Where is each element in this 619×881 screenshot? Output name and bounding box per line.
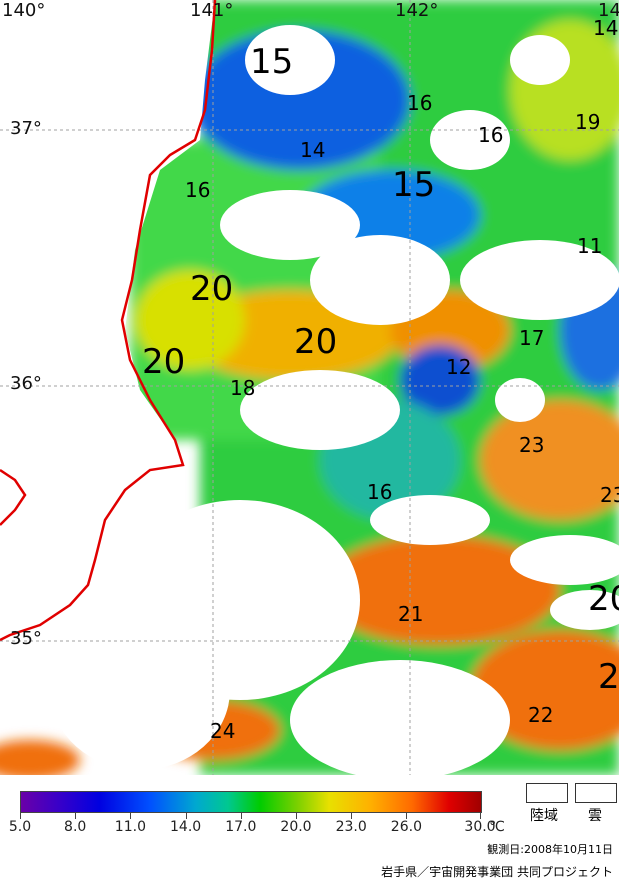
cloud-label: 雲 <box>588 808 602 824</box>
colorbar-tick-label: 11.0 <box>114 819 146 835</box>
colorbar-tick <box>75 812 77 819</box>
isotherm-label: 22 <box>528 703 554 727</box>
legend: 5.0 8.0 11.0 14.0 17.0 20.0 23.0 26.0 30.0 ℃ 陸域 … <box>0 775 619 881</box>
temperature-colorbar <box>20 791 482 813</box>
credit-text: 岩手県／宇宙開発事業団 共同プロジェクト <box>381 865 613 879</box>
isotherm-label: 15 <box>392 165 436 205</box>
colorbar-tick-label: 14.0 <box>170 819 202 835</box>
colorbar-tick <box>240 812 242 819</box>
colorbar-tick <box>406 812 408 819</box>
coastline-peninsula <box>0 468 27 526</box>
land-mass <box>0 0 215 640</box>
isotherm-label: 24 <box>210 719 236 743</box>
isotherm-label: 20 <box>588 579 619 619</box>
sst-map: 140° 141° 142° 14 37° 36° 35° 15 16 14 1… <box>0 0 619 775</box>
coastline <box>0 0 217 642</box>
isotherm-label: 21 <box>398 602 424 626</box>
isotherm-label: 16 <box>478 123 504 147</box>
lon-label-140: 140° <box>2 0 46 21</box>
colorbar-tick-label: 26.0 <box>390 819 422 835</box>
land-swatch <box>526 783 568 803</box>
isotherm-label: 20 <box>142 342 186 382</box>
unit-label: ℃ <box>489 819 505 835</box>
isotherm-label: 19 <box>575 110 601 134</box>
cloud-swatch <box>575 783 617 803</box>
isotherm-label: 23 <box>600 483 619 507</box>
isotherm-label: 2 <box>598 657 619 697</box>
colorbar-tick-label: 20.0 <box>280 819 312 835</box>
colorbar-tick-label: 23.0 <box>335 819 367 835</box>
isotherm-label: 18 <box>230 376 256 400</box>
colorbar-tick <box>130 812 132 819</box>
colorbar-tick <box>185 812 187 819</box>
lat-label-37: 37° <box>10 118 42 139</box>
colorbar-tick-label: 5.0 <box>8 819 32 835</box>
colorbar-tick-label: 8.0 <box>64 819 87 835</box>
colorbar-tick <box>20 812 21 819</box>
lat-label-35: 35° <box>10 628 42 649</box>
colorbar-tick-label: 17.0 <box>225 819 257 835</box>
colorbar-tick-label: 30.0 <box>464 819 496 835</box>
observation-date: 観測日:2008年10月11日 <box>487 843 613 856</box>
colorbar-tick <box>351 812 353 819</box>
isotherm-label: 17 <box>519 326 545 350</box>
colorbar-tick <box>480 812 481 819</box>
isotherm-label: 20 <box>190 269 234 309</box>
isotherm-label: 15 <box>250 42 294 82</box>
isotherm-label: 16 <box>407 91 433 115</box>
lon-label-143: 14 <box>598 0 619 21</box>
isotherm-label: 14 <box>593 16 619 40</box>
colorbar-tick <box>296 812 297 819</box>
isotherm-label: 12 <box>446 355 472 379</box>
isotherm-label: 11 <box>577 234 603 258</box>
cloud-cover <box>50 25 619 775</box>
isotherm-label: 14 <box>300 138 326 162</box>
isotherm-label: 23 <box>519 433 545 457</box>
sst-map-graphic <box>0 0 619 775</box>
lat-label-36: 36° <box>10 373 42 394</box>
graticule <box>0 0 619 775</box>
lon-label-142: 142° <box>395 0 439 21</box>
isotherm-label: 16 <box>367 480 393 504</box>
lon-label-141: 141° <box>190 0 234 21</box>
isotherm-label: 16 <box>185 178 211 202</box>
land-label: 陸域 <box>530 808 558 824</box>
isotherm-label: 20 <box>294 322 338 362</box>
